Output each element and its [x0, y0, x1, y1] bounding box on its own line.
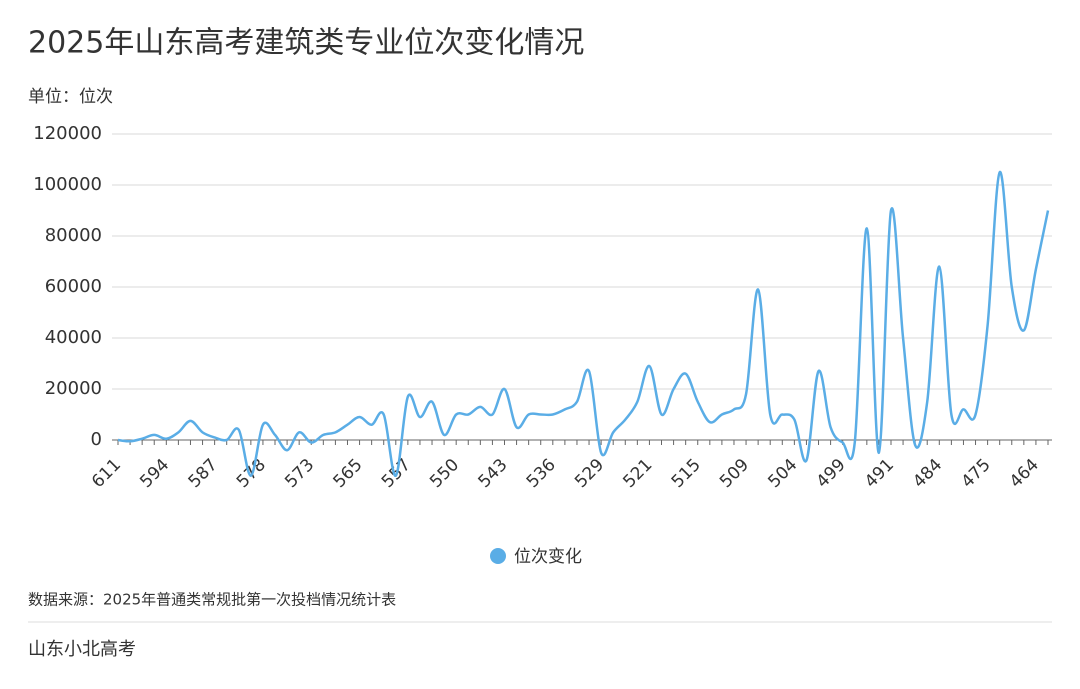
- x-tick-label: 536: [523, 455, 560, 492]
- x-tick-label: 543: [474, 455, 511, 492]
- x-tick-label: 594: [136, 455, 173, 492]
- legend-label: 位次变化: [514, 547, 582, 567]
- y-tick-label: 60000: [45, 276, 102, 297]
- chart-title: 2025年山东高考建筑类专业位次变化情况: [28, 26, 584, 61]
- x-tick-label: 565: [330, 455, 367, 492]
- x-tick-label: 515: [668, 455, 705, 492]
- x-tick-label: 611: [88, 455, 125, 492]
- x-tick-label: 475: [958, 455, 995, 492]
- y-tick-label: 20000: [45, 378, 102, 399]
- x-tick-label: 521: [619, 455, 656, 492]
- x-tick-label: 484: [909, 455, 946, 492]
- y-tick-label: 120000: [33, 123, 102, 144]
- y-tick-label: 100000: [33, 174, 102, 195]
- y-tick-label: 40000: [45, 327, 102, 348]
- series-line: [117, 170, 1050, 477]
- x-tick-label: 550: [426, 455, 463, 492]
- x-tick-label: 509: [716, 455, 753, 492]
- y-tick-label: 80000: [45, 225, 102, 246]
- legend-marker: [490, 548, 506, 564]
- x-tick-label: 464: [1006, 455, 1043, 492]
- x-tick-label: 491: [861, 455, 898, 492]
- x-tick-label: 529: [571, 455, 608, 492]
- unit-label: 单位：位次: [28, 87, 113, 107]
- x-tick-label: 504: [764, 455, 801, 492]
- x-tick-label: 587: [185, 455, 222, 492]
- x-tick-label: 499: [813, 455, 850, 492]
- x-tick-label: 573: [281, 455, 318, 492]
- y-tick-label: 0: [91, 429, 102, 450]
- footer: 山东小北高考: [28, 639, 136, 660]
- source-note: 数据来源：2025年普通类常规批第一次投档情况统计表: [28, 591, 396, 609]
